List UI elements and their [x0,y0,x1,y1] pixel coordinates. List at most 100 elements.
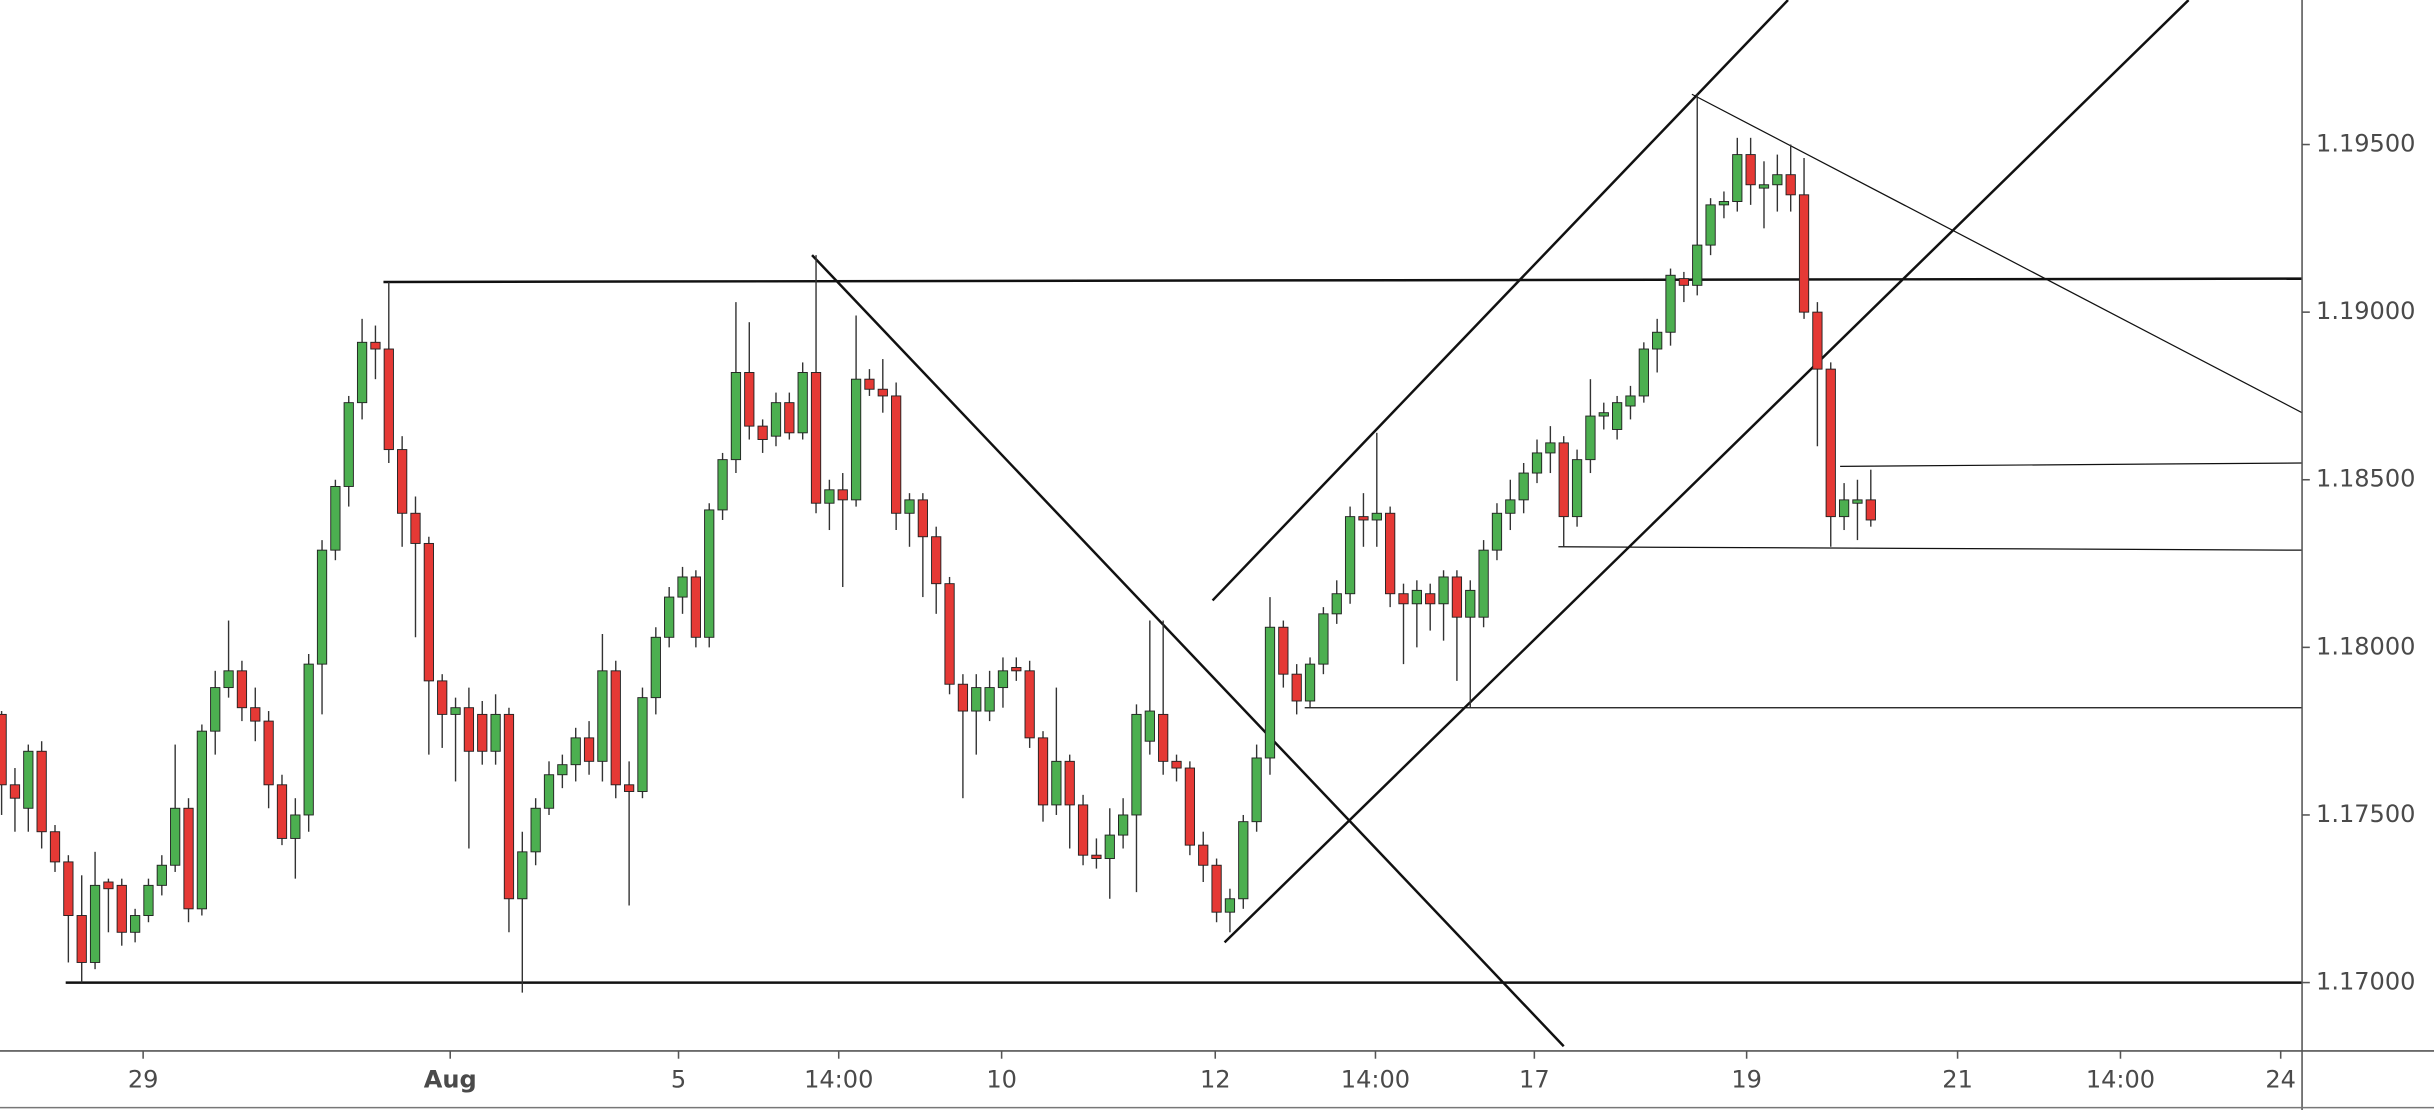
candle-body [1318,613,1329,665]
candle-body [1091,854,1102,860]
candle-body [917,499,928,538]
candle-body [210,687,221,732]
candle-body [1077,804,1089,856]
candle-body [290,814,301,839]
candle-body [810,372,822,504]
candle-body [1198,844,1209,866]
candle-body [0,713,7,786]
candle-body [891,395,902,514]
candle-body [1304,663,1316,702]
y-tick-label: 1.19000 [2316,297,2415,325]
candle-body [1024,670,1035,739]
candle-body [1211,864,1222,913]
candle-body [971,687,982,712]
candle-body [1238,821,1249,900]
x-tick-label: 10 [986,1065,1017,1093]
x-tick-label: 24 [2265,1065,2296,1093]
candle-body [170,807,181,866]
candle-body [49,831,61,863]
candle-body [1852,499,1863,504]
candle-body [1825,368,1836,518]
candle-body [450,707,461,715]
candle-body [1705,204,1716,246]
candle-body [1665,274,1676,333]
candle-body [784,402,795,434]
candle-body [276,784,288,839]
candle-body [1585,415,1596,461]
candle-body [156,864,167,886]
trend-line [383,277,2303,284]
candle-body [1144,710,1155,742]
candle-body [63,861,74,916]
trend-line [1223,0,2190,944]
candle-body [1371,512,1382,521]
candle-body [383,348,394,451]
candle-body [1171,760,1182,769]
candle-body [1451,576,1463,618]
candle-body [397,449,408,514]
candle-body [1718,201,1730,206]
y-tick-label: 1.17500 [2316,800,2415,828]
candle-body [1491,512,1503,551]
candle-body [303,663,314,816]
candle-body [370,341,381,350]
candle-body [1798,194,1810,313]
x-tick-label: 5 [671,1065,686,1093]
y-tick-label: 1.19500 [2316,130,2415,158]
candle-body [477,713,488,752]
candle-body [1545,442,1556,454]
candle-body [1625,395,1636,407]
candle-body [1264,626,1276,759]
candle-body [837,489,848,501]
candle-body [423,542,434,682]
candle-body [1158,713,1169,762]
candle-body [650,636,661,699]
candle-body [824,489,835,504]
candle-body [730,372,742,461]
candle-body [1331,593,1342,615]
candle-body [1558,442,1569,518]
candle-body [623,784,635,792]
candle-body [984,687,995,712]
x-tick-label: 19 [1731,1065,1762,1093]
candle-body [490,713,501,752]
candle-body [1838,499,1850,518]
candle-body [103,881,114,890]
candle-body [9,784,21,799]
candle-body [1732,154,1743,202]
candle-body [850,378,862,501]
trend-line [1840,462,2303,467]
candle-body [316,549,328,665]
candle-body [944,583,955,685]
candle-body [557,764,568,776]
candle-body [1291,673,1302,702]
candle-body [1518,472,1529,501]
candle-body [89,884,101,963]
candle-body [503,713,515,900]
candle-body [1344,516,1356,595]
candle-body [1465,589,1476,618]
candle-body [637,697,648,792]
trend-line [1558,546,2303,551]
candle-body [36,750,47,833]
candle-body [1131,713,1142,816]
candle-body [129,915,141,933]
candle-body [744,372,755,427]
candle-body [463,707,475,752]
candle-body [116,884,127,933]
candle-body [864,378,875,390]
candle-body [250,707,261,722]
candle-body [343,402,354,487]
candle-body [1612,402,1623,430]
candle-body [1692,244,1703,286]
candle-body [1678,278,1690,286]
candle-body [957,683,969,712]
candle-body [904,499,915,514]
candle-body [330,485,341,551]
candle-body [143,884,154,916]
candle-body [664,596,675,638]
y-tick-label: 1.17000 [2316,968,2415,996]
candle-body [1118,814,1129,836]
